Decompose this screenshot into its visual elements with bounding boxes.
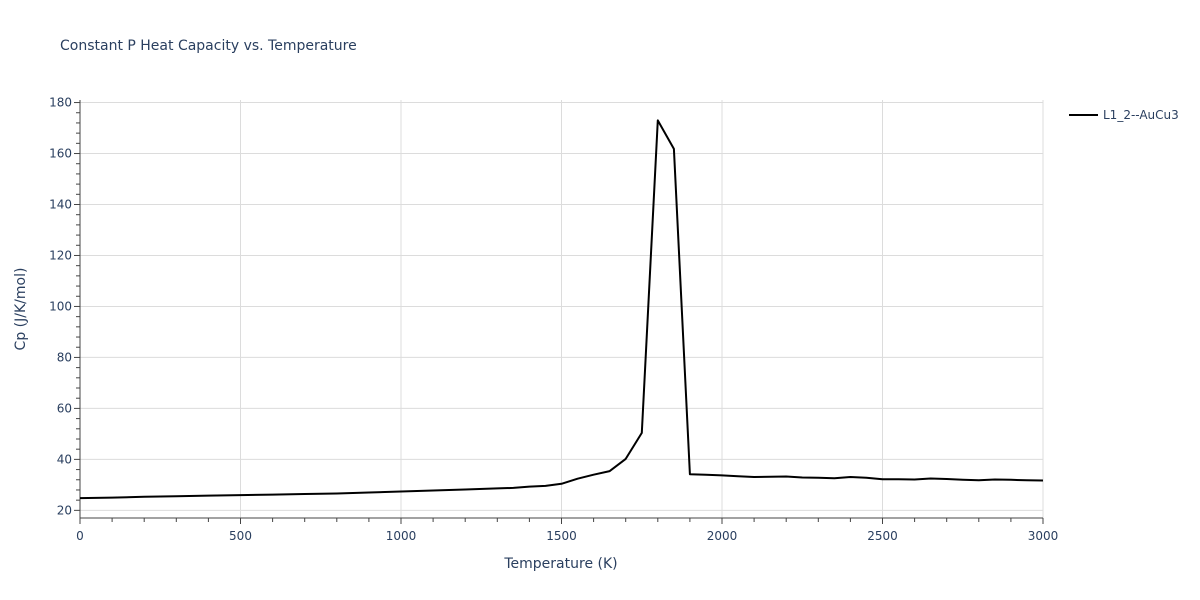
y-tick-label: 120 (49, 248, 72, 262)
x-tick-label: 2000 (707, 529, 738, 543)
chart-title: Constant P Heat Capacity vs. Temperature (60, 38, 357, 54)
legend-label: L1_2--AuCu3 (1103, 108, 1179, 122)
x-tick-label: 2500 (867, 529, 898, 543)
y-tick-label: 60 (57, 401, 72, 415)
legend[interactable]: L1_2--AuCu3 (1069, 108, 1179, 122)
y-tick-label: 100 (49, 299, 72, 313)
x-axis-title: Temperature (K) (503, 556, 617, 572)
x-tick-label: 500 (229, 529, 252, 543)
series-line (79, 119, 1044, 500)
x-tick-label: 1500 (546, 529, 577, 543)
y-tick-label: 140 (49, 198, 72, 212)
x-tick-label: 3000 (1028, 529, 1059, 543)
y-tick-label: 20 (57, 503, 72, 517)
y-tick-label: 40 (57, 452, 72, 466)
y-axis-title: Cp (J/K/mol) (13, 268, 29, 351)
x-tick-label: 1000 (386, 529, 417, 543)
series-layer (79, 119, 1044, 500)
y-tick-label: 180 (49, 96, 72, 110)
x-tick-label: 0 (76, 529, 84, 543)
grid-layer (80, 100, 1044, 518)
y-tick-label: 160 (49, 147, 72, 161)
y-tick-label: 80 (57, 350, 72, 364)
axis-layer: 0 500 1000 1500 2000 2500 3000 20 40 60 80 100 120 14… (49, 96, 1058, 543)
